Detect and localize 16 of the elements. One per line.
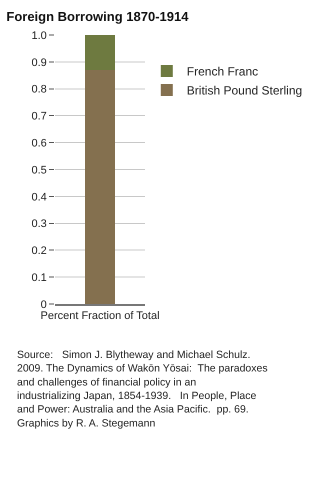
y-tick-label: 0.9 — [32, 56, 47, 69]
y-tick-label: 0.1 — [32, 272, 47, 284]
y-tick-label: 0.8 — [32, 84, 47, 96]
y-tick-label: 1.0 — [32, 30, 47, 42]
legend-label: French Franc — [186, 64, 258, 79]
y-tick-label: 0.5 — [32, 164, 47, 176]
legend-label: British Pound Sterling — [186, 84, 302, 98]
y-tick-label: 0.4 — [32, 191, 47, 204]
x-tick-label: Percent Fraction of Total — [40, 310, 160, 322]
y-tick-label: 0.2 — [32, 245, 47, 258]
y-tick-label: 0 — [40, 298, 47, 311]
chart-title: Foreign Borrowing 1870-1914 — [6, 9, 190, 24]
source-note: Source: Simon J. Blytheway and Michael Schulz. 2009. The Dynamics of Wakōn Yōsai: The paradoxes and challenges of financial policy in an industrializing Japan, 1854-1939. In People, Place and Power: Australia and the Asia Pacific. pp. 69. Graphics by R. A. Stegemann — [17, 349, 268, 430]
y-tick-label: 0.3 — [32, 218, 47, 230]
y-tick-label: 0.7 — [32, 110, 47, 123]
y-tick-label: 0.6 — [32, 137, 47, 150]
